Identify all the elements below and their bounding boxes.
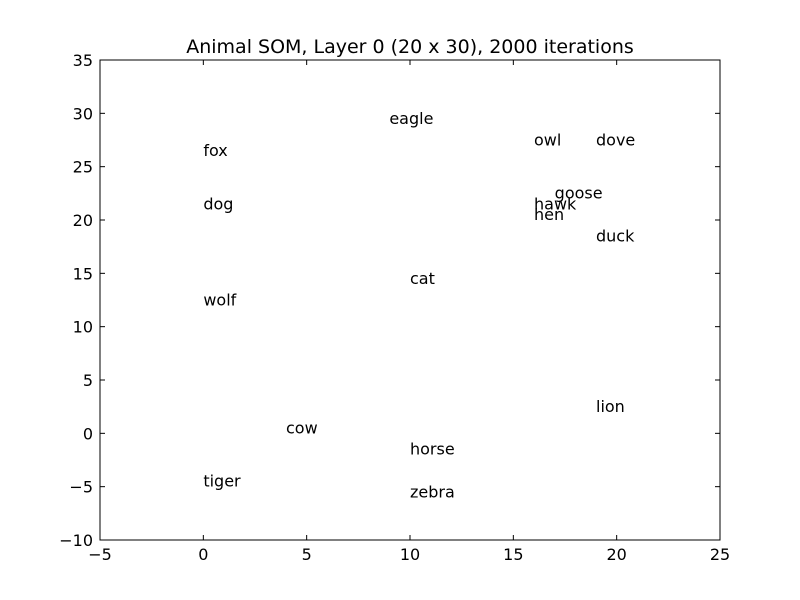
point-label-duck: duck (596, 226, 635, 245)
y-tick-label: 25 (73, 158, 93, 177)
x-axis: −5 0 5 10 15 20 25 (88, 60, 730, 564)
y-tick-label: 10 (73, 318, 93, 337)
point-label-zebra: zebra (410, 482, 455, 501)
y-axis: −10 −5 0 5 10 15 20 25 30 35 (59, 51, 720, 550)
x-tick-label: 5 (302, 545, 312, 564)
y-tick-label: 5 (83, 371, 93, 390)
x-tick-label: 10 (400, 545, 420, 564)
point-label-fox: fox (203, 141, 227, 160)
point-label-tiger: tiger (203, 472, 241, 491)
y-tick-label: 0 (83, 424, 93, 443)
y-tick-label: 30 (73, 104, 93, 123)
point-label-cow: cow (286, 418, 318, 437)
chart-title: Animal SOM, Layer 0 (20 x 30), 2000 iter… (186, 36, 634, 58)
y-tick-label: −5 (69, 478, 93, 497)
point-label-hawk: hawk (534, 194, 577, 213)
point-label-horse: horse (410, 440, 455, 459)
y-tick-label: 20 (73, 211, 93, 230)
y-tick-label: 15 (73, 264, 93, 283)
point-label-cat: cat (410, 269, 435, 288)
point-label-dog: dog (203, 194, 233, 213)
x-tick-label: 15 (503, 545, 523, 564)
point-label-owl: owl (534, 130, 561, 149)
plot-area (99, 59, 721, 541)
x-tick-label: −5 (88, 545, 112, 564)
point-label-hen: hen (534, 205, 564, 224)
y-tick-label: −10 (59, 531, 93, 550)
y-tick-label: 35 (73, 51, 93, 70)
x-tick-label: 25 (710, 545, 730, 564)
point-label-eagle: eagle (389, 109, 433, 128)
point-label-wolf: wolf (203, 290, 236, 309)
point-label-dove: dove (596, 130, 635, 149)
point-label-goose: goose (555, 184, 603, 203)
point-label-lion: lion (596, 397, 625, 416)
x-tick-label: 20 (606, 545, 626, 564)
x-tick-label: 0 (198, 545, 208, 564)
